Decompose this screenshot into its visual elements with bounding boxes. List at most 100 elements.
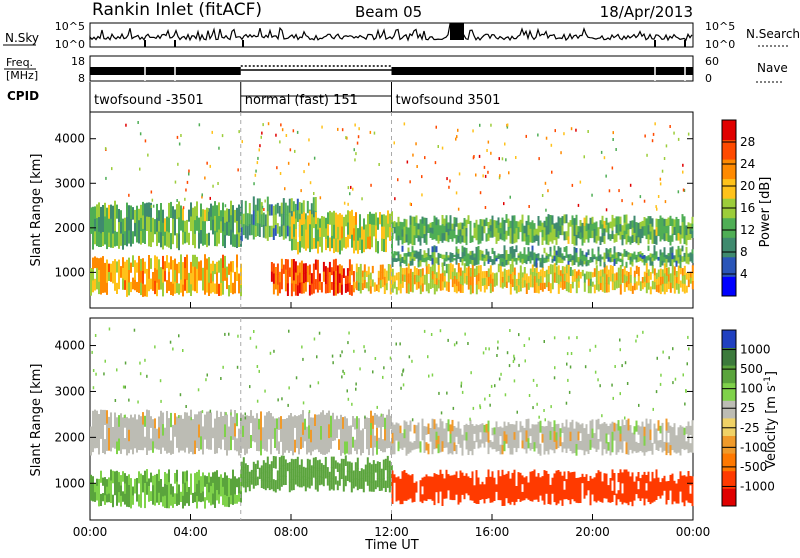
range-gate-cell: [94, 492, 96, 502]
range-gate-cell: [170, 412, 172, 428]
range-gate-cell: [386, 425, 388, 438]
range-gate-cell: [691, 281, 694, 290]
range-gate-cell: [503, 268, 506, 275]
sparse-echo: [512, 360, 515, 363]
range-gate-cell: [198, 490, 200, 502]
nave-right-tick-top: 60: [705, 55, 719, 68]
range-gate-cell: [194, 206, 196, 221]
range-gate-cell: [389, 284, 392, 295]
range-gate-cell: [346, 418, 348, 431]
range-gate-cell: [649, 253, 652, 258]
range-gate-cell: [521, 272, 524, 278]
range-gate-cell: [353, 228, 355, 242]
range-gate-cell: [298, 479, 301, 488]
range-gate-cell: [395, 422, 398, 432]
range-gate-cell: [669, 425, 672, 436]
range-gate-cell: [495, 431, 498, 442]
range-gate-cell: [597, 439, 600, 450]
range-gate-cell: [262, 479, 265, 489]
range-gate-cell: [671, 272, 674, 281]
range-gate-cell: [575, 494, 578, 503]
range-gate-cell: [537, 257, 540, 261]
sparse-echo: [560, 151, 562, 155]
range-gate-cell: [659, 285, 662, 295]
sparse-echo: [197, 388, 200, 392]
range-gate-cell: [399, 254, 402, 259]
range-gate-cell: [98, 414, 100, 428]
range-gate-cell: [533, 261, 536, 267]
range-gate-cell: [587, 433, 590, 445]
range-gate-cell: [256, 425, 258, 439]
sparse-echo: [541, 194, 544, 197]
cpid-label: CPID: [7, 89, 39, 103]
sparse-echo: [318, 331, 321, 335]
range-gate-cell: [202, 491, 204, 502]
range-gate-cell: [382, 439, 384, 453]
range-gate-cell: [272, 427, 274, 439]
range-gate-cell: [340, 468, 343, 480]
range-gate-cell: [284, 476, 287, 485]
range-gate-cell: [282, 455, 285, 466]
range-gate-cell: [517, 439, 520, 449]
range-gate-cell: [429, 483, 432, 492]
range-gate-cell: [306, 265, 309, 275]
range-gate-cell: [503, 252, 506, 260]
range-gate-cell: [499, 484, 502, 493]
range-gate-cell: [210, 283, 212, 294]
range-gate-cell: [317, 217, 319, 230]
range-gate-cell: [352, 470, 355, 480]
range-gate-cell: [483, 484, 486, 495]
range-gate-cell: [148, 231, 150, 247]
range-gate-cell: [369, 236, 371, 250]
range-gate-cell: [369, 279, 372, 287]
range-gate-cell: [479, 424, 482, 433]
range-gate-cell: [338, 463, 341, 472]
range-gate-cell: [295, 229, 297, 240]
sparse-echo: [659, 177, 662, 181]
sparse-echo: [169, 340, 172, 344]
range-gate-cell: [659, 425, 662, 434]
range-gate-cell: [603, 220, 606, 229]
range-gate-cell: [635, 281, 638, 290]
range-gate-cell: [531, 432, 534, 441]
range-gate-cell: [210, 412, 212, 426]
range-gate-cell: [585, 484, 588, 496]
range-gate-cell: [270, 426, 272, 441]
range-gate-cell: [184, 412, 186, 426]
range-gate-cell: [386, 466, 389, 478]
range-gate-cell: [553, 473, 556, 484]
range-gate-cell: [234, 423, 236, 438]
sparse-echo: [662, 350, 664, 354]
range-gate-cell: [497, 256, 500, 260]
range-gate-cell: [386, 476, 389, 488]
range-gate-cell: [665, 218, 668, 227]
velocity-data-layer: [90, 318, 694, 520]
range-gate-cell: [535, 253, 538, 259]
range-gate-cell: [545, 255, 548, 260]
range-gate-cell: [431, 252, 434, 259]
sparse-echo: [484, 397, 486, 401]
range-gate-cell: [120, 413, 122, 428]
range-gate-cell: [509, 495, 512, 505]
range-gate-cell: [344, 455, 347, 466]
range-gate-cell: [349, 224, 351, 239]
range-gate-cell: [433, 252, 436, 260]
range-gate-cell: [629, 433, 632, 442]
range-gate-cell: [322, 478, 325, 487]
range-gate-cell: [391, 481, 394, 493]
range-gate-cell: [202, 209, 204, 222]
range-gate-cell: [126, 429, 128, 443]
range-gate-cell: [637, 425, 640, 435]
range-gate-cell: [679, 481, 682, 492]
range-gate-cell: [192, 278, 194, 291]
power-colorbar-label: Power [dB]: [758, 177, 773, 248]
colorbar-swatch: [722, 276, 736, 297]
sparse-echo: [341, 375, 343, 379]
range-gate-cell: [266, 438, 268, 452]
range-gate-cell: [523, 434, 526, 443]
colorbar-swatch: [722, 178, 736, 199]
range-gate-cell: [627, 283, 630, 291]
range-gate-cell: [491, 222, 494, 231]
range-gate-cell: [583, 476, 586, 485]
